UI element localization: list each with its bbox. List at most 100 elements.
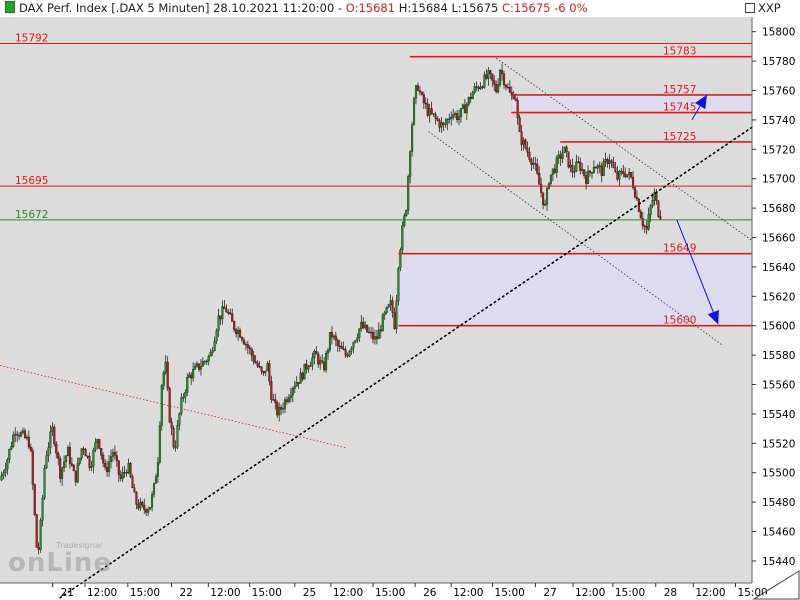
horizontal-levels[interactable]: 15792 15783 15757 15745 15725 15695 15672 15649… — [0, 32, 752, 327]
trendlines[interactable] — [0, 57, 753, 599]
candle-body-259 — [506, 86, 509, 89]
candle-body-273 — [534, 162, 537, 165]
candle-body-244 — [477, 87, 480, 90]
candle-body-62 — [121, 472, 124, 479]
candle-body-147 — [287, 397, 290, 402]
arrow-shaft-1 — [676, 219, 719, 325]
x-tick-label-12: 27 — [543, 587, 556, 599]
candle-body-304 — [594, 167, 597, 169]
candle-body-138 — [270, 381, 273, 401]
y-tick-label-15640: 15640 — [762, 262, 795, 274]
candle-body-313 — [612, 162, 615, 168]
candle-body-160 — [313, 351, 316, 358]
candle-body-219 — [428, 108, 431, 116]
candle-body-222 — [434, 114, 437, 119]
candle-body-243 — [475, 86, 478, 88]
candle-body-9 — [18, 435, 21, 437]
candle-body-63 — [123, 472, 126, 474]
candle-body-307 — [600, 165, 603, 176]
candle-body-75 — [147, 509, 150, 513]
candle-body-216 — [422, 94, 425, 104]
candle-style-icon[interactable] — [5, 1, 15, 13]
candle-body-171 — [334, 335, 337, 341]
x-tick-label-16: 12:00 — [695, 587, 725, 599]
candle-body-34 — [66, 447, 70, 457]
candle-body-310 — [606, 159, 609, 164]
candle-body-183 — [358, 328, 361, 338]
candle-body-182 — [356, 337, 359, 341]
candle-body-112 — [219, 315, 222, 320]
candle-body-188 — [368, 331, 371, 334]
candle-body-194 — [379, 329, 382, 332]
candle-body-191 — [373, 336, 376, 340]
candle-body-239 — [467, 97, 470, 105]
x-tick-label-7: 12:00 — [333, 587, 363, 599]
candle-body-148 — [289, 394, 292, 399]
candle-body-253 — [495, 84, 498, 93]
candle-body-186 — [364, 324, 367, 329]
candle-body-134 — [262, 371, 265, 374]
candle-body-229 — [448, 118, 451, 120]
candle-body-187 — [366, 324, 369, 333]
candle-body-311 — [608, 160, 611, 164]
candle-body-82 — [160, 385, 163, 426]
candle-body-192 — [375, 336, 378, 340]
candle-body-214 — [418, 90, 421, 93]
scroll-corner-bg — [753, 583, 799, 599]
candle-body-294 — [575, 161, 578, 172]
candle-body-181 — [354, 340, 357, 343]
y-tick-label-15720: 15720 — [762, 144, 795, 156]
candle-body-295 — [577, 161, 580, 163]
candle-body-302 — [590, 172, 594, 174]
x-tick-label-9: 26 — [423, 587, 437, 599]
candle-body-23 — [45, 455, 48, 469]
candle-body-231 — [452, 114, 455, 118]
trendline-0 — [59, 126, 753, 599]
candle-body-274 — [536, 164, 539, 174]
candle-body-59 — [115, 455, 118, 461]
candle-body-335 — [655, 192, 658, 202]
candle-body-297 — [581, 169, 584, 171]
candle-body-290 — [567, 151, 570, 168]
logo-small-text: Tradesignal — [56, 541, 103, 550]
candle-body-43 — [84, 449, 87, 457]
maximize-icon[interactable] — [745, 3, 755, 13]
candle-body-217 — [424, 102, 427, 105]
candle-body-111 — [217, 315, 220, 331]
arrow-head-0 — [695, 94, 707, 110]
high-value: H:15684 — [398, 1, 448, 15]
candle-body-332 — [649, 205, 652, 215]
candle-body-269 — [526, 147, 529, 153]
candle-body-125 — [244, 343, 247, 346]
candle-body-225 — [440, 122, 443, 128]
candle-body-50 — [98, 439, 101, 449]
y-tick-label-15520: 15520 — [762, 438, 795, 450]
y-tick-label-15800: 15800 — [762, 27, 795, 39]
candle-body-170 — [332, 335, 335, 338]
candle-body-31 — [61, 467, 64, 479]
candle-body-76 — [149, 507, 152, 510]
candle-body-336 — [657, 200, 660, 217]
candle-body-72 — [141, 502, 144, 506]
candle-body-289 — [565, 146, 568, 152]
candle-body-278 — [543, 204, 547, 206]
y-tick-label-15680: 15680 — [762, 203, 795, 215]
projection-arrows[interactable] — [676, 94, 719, 325]
candle-body-205 — [401, 225, 404, 251]
candle-body-333 — [651, 200, 654, 206]
candle-body-232 — [454, 113, 457, 115]
candle-body-90 — [176, 425, 179, 448]
arrow-head-1 — [707, 309, 719, 325]
candle-body-135 — [264, 370, 267, 374]
candle-body-309 — [604, 159, 607, 162]
scroll-corner[interactable] — [752, 570, 800, 600]
candle-body-236 — [461, 104, 464, 109]
candle-body-245 — [479, 86, 482, 90]
candle-body-55 — [107, 461, 111, 473]
candle-body-209 — [409, 151, 412, 177]
candle-body-281 — [549, 174, 552, 184]
chart-header: DAX Perf. Index [.DAX 5 Minuten] 28.10.2… — [0, 0, 588, 17]
candle-body-7 — [14, 433, 17, 436]
candle-body-54 — [106, 467, 109, 473]
